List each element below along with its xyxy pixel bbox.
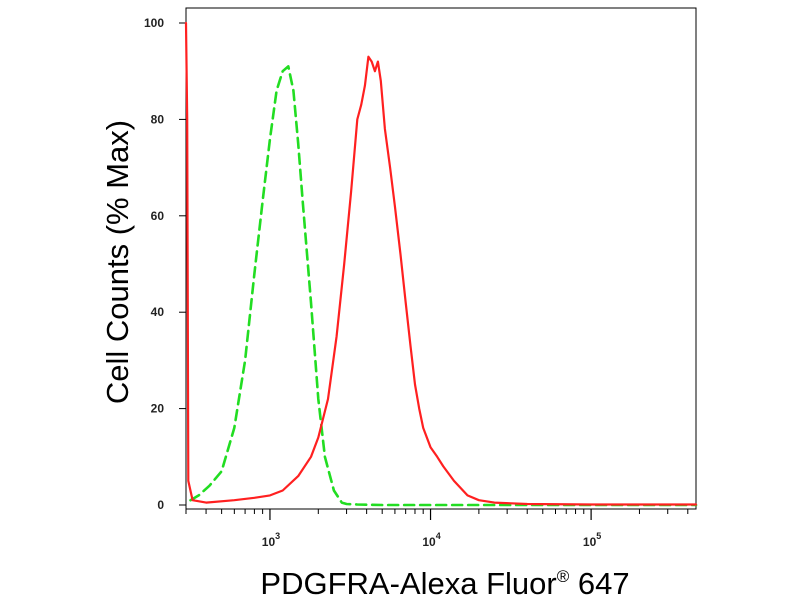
x-tick-label: 104 (422, 531, 440, 549)
y-tick-label: 20 (151, 402, 165, 416)
x-axis-title: PDGFRA-Alexa Fluor® 647 (260, 566, 629, 600)
y-axis-title: Cell Counts (% Max) (100, 120, 135, 404)
y-tick-label: 80 (151, 112, 165, 126)
x-axis-title-suffix: 647 (569, 566, 629, 600)
x-axis: 103 104 105 (185, 509, 689, 549)
y-axis: 0 20 40 60 80 100 (144, 16, 186, 512)
y-tick-label: 0 (157, 498, 164, 512)
x-tick-label: 103 (262, 531, 280, 549)
x-axis-title-main: PDGFRA-Alexa Fluor (260, 566, 556, 600)
y-tick-label: 40 (151, 305, 165, 319)
y-tick-label: 60 (151, 209, 165, 223)
series-line-dashed (189, 65, 698, 507)
y-tick-label: 100 (144, 16, 164, 30)
series-layer (184, 21, 698, 507)
plot-frame (185, 7, 697, 510)
x-tick-label: 105 (583, 531, 601, 549)
series-line-solid (184, 21, 698, 506)
x-axis-title-superscript: ® (557, 567, 570, 586)
